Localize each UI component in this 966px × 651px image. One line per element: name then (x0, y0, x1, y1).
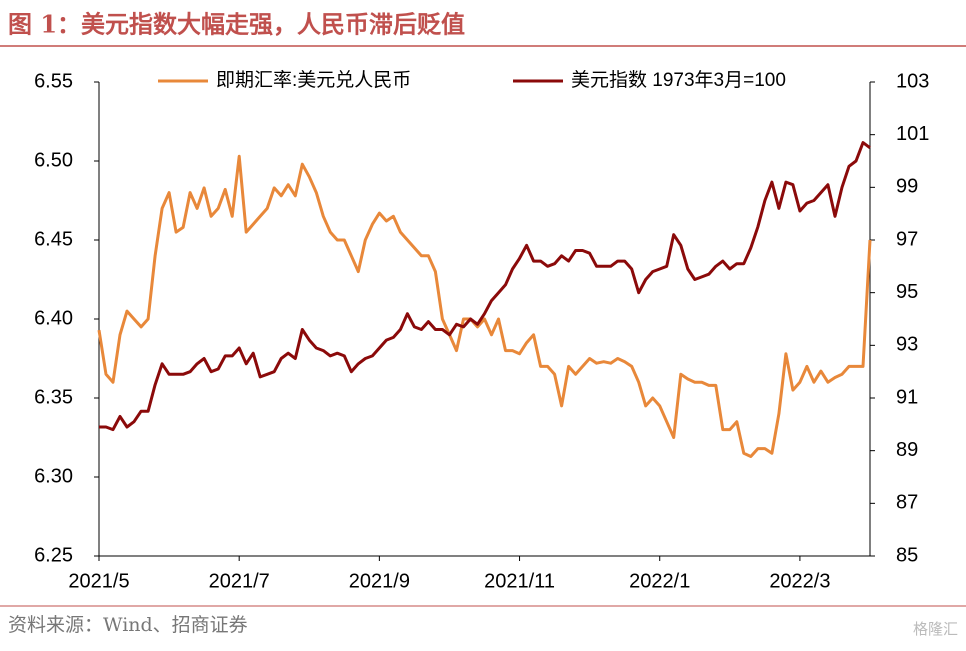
y2-tick-label: 91 (896, 386, 918, 408)
x-tick-label: 2022/1 (629, 570, 690, 592)
x-tick-label: 2021/11 (484, 570, 555, 592)
x-tick-label: 2022/3 (769, 570, 830, 592)
y2-tick-label: 89 (896, 439, 918, 461)
y2-tick-label: 93 (896, 334, 918, 356)
y2-tick-label: 103 (896, 70, 929, 92)
chart-title: 图 1：美元指数大幅走强，人民币滞后贬值 (8, 10, 465, 39)
y2-tick-label: 85 (896, 544, 918, 566)
y-tick-label: 6.40 (34, 307, 73, 329)
watermark: 格隆汇 (913, 621, 958, 638)
series-line (99, 141, 871, 432)
x-tick-label: 2021/9 (349, 570, 410, 592)
y-tick-label: 6.50 (34, 149, 73, 171)
series-line (97, 154, 872, 458)
x-tick-label: 2021/7 (209, 570, 270, 592)
legend-label: 即期汇率:美元兑人民币 (216, 69, 411, 91)
y2-tick-label: 97 (896, 228, 918, 250)
y2-tick-label: 95 (896, 281, 918, 303)
y2-tick-label: 87 (896, 492, 918, 514)
x-tick-label: 2021/5 (68, 570, 129, 592)
y-tick-label: 6.35 (34, 386, 73, 408)
y-tick-label: 6.25 (34, 544, 73, 566)
y2-tick-label: 99 (896, 176, 918, 198)
source-note: 资料来源：Wind、招商证券 (8, 614, 248, 636)
legend-label: 美元指数 1973年3月=100 (571, 69, 786, 91)
y-tick-label: 6.30 (34, 465, 73, 487)
y-tick-label: 6.55 (34, 70, 73, 92)
y-tick-label: 6.45 (34, 228, 73, 250)
y2-tick-label: 101 (896, 123, 929, 145)
